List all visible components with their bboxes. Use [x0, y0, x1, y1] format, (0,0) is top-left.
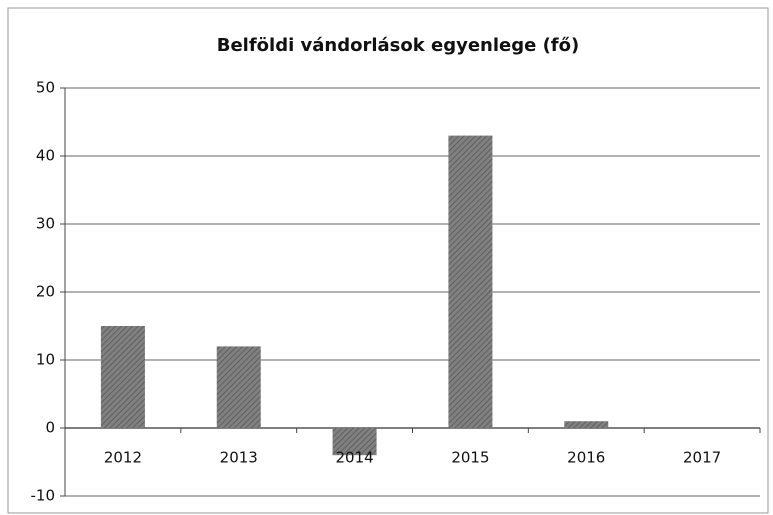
x-tick-label: 2014	[335, 449, 373, 467]
y-tick-label: 30	[36, 215, 55, 233]
chart-frame	[7, 7, 769, 514]
x-tick-label: 2015	[451, 449, 489, 467]
bar	[100, 326, 145, 428]
x-tick-label: 2016	[567, 449, 605, 467]
bar	[564, 421, 609, 428]
y-tick-label: 20	[36, 283, 55, 301]
x-tick-label: 2012	[104, 449, 142, 467]
y-tick-label: 50	[36, 79, 55, 97]
x-tick-label: 2017	[683, 449, 721, 467]
y-tick-label: 40	[36, 147, 55, 165]
bar	[448, 135, 493, 428]
y-tick-label: 0	[45, 419, 55, 437]
y-tick-label: -10	[31, 487, 56, 505]
bar	[332, 428, 377, 456]
chart-title: Belföldi vándorlások egyenlege (fő)	[217, 35, 579, 56]
bar	[216, 346, 261, 428]
x-tick-label: 2013	[220, 449, 258, 467]
y-tick-label: 10	[36, 351, 55, 369]
